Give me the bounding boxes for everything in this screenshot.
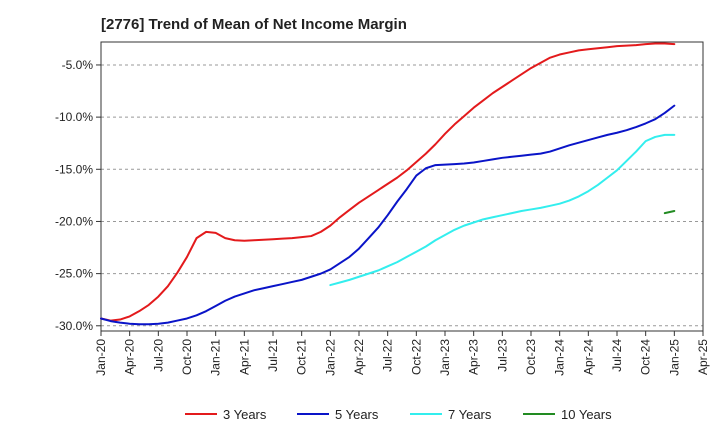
- x-tick-label: Jul-23: [495, 339, 509, 372]
- x-tick-label: Jul-24: [610, 339, 624, 372]
- y-tick-label: -5.0%: [62, 58, 94, 72]
- legend-label: 7 Years: [448, 407, 492, 422]
- x-tick-label: Jan-21: [209, 339, 223, 376]
- x-tick-label: Jul-20: [151, 339, 165, 372]
- legend-label: 5 Years: [335, 407, 379, 422]
- legend-item-10-years: 10 Years: [523, 407, 612, 422]
- x-tick-label: Apr-25: [696, 339, 710, 375]
- legend-label: 3 Years: [223, 407, 267, 422]
- x-tick-label: Apr-23: [467, 339, 481, 375]
- x-tick-label: Apr-24: [581, 339, 595, 375]
- y-tick-label: -15.0%: [55, 162, 93, 176]
- x-tick-label: Apr-20: [123, 339, 137, 375]
- x-tick-label: Jan-25: [667, 339, 681, 376]
- legend-item-7-years: 7 Years: [410, 407, 492, 422]
- x-tick-label: Oct-24: [639, 339, 653, 375]
- x-tick-label: Jan-20: [94, 339, 108, 376]
- legend-item-3-years: 3 Years: [185, 407, 267, 422]
- legend-label: 10 Years: [561, 407, 612, 422]
- y-tick-label: -30.0%: [55, 319, 93, 333]
- chart-title: [2776] Trend of Mean of Net Income Margi…: [101, 16, 407, 33]
- series-line-5-years: [100, 104, 676, 326]
- x-axis: Jan-20 Apr-20 Jul-20 Oct-20 Jan-21 Apr-21 Jul-…: [94, 331, 710, 376]
- x-tick-label: Jan-22: [323, 339, 337, 376]
- x-tick-label: Oct-23: [524, 339, 538, 375]
- y-axis: -5.0% -10.0% -15.0% -20.0% -25.0% -30.0%: [55, 58, 101, 333]
- x-tick-label: Oct-20: [180, 339, 194, 375]
- grid-lines: [101, 64, 703, 327]
- series-line-10-years: [663, 210, 676, 215]
- x-tick-label: Apr-22: [352, 339, 366, 375]
- x-tick-label: Apr-21: [237, 339, 251, 375]
- y-tick-label: -25.0%: [55, 267, 93, 281]
- x-tick-label: Oct-22: [409, 339, 423, 375]
- series-line-3-years: [100, 42, 676, 322]
- y-tick-label: -10.0%: [55, 110, 93, 124]
- legend-item-5-years: 5 Years: [297, 407, 379, 422]
- series-lines: [100, 42, 676, 326]
- legend: 3 Years 5 Years 7 Years 10 Years: [185, 407, 612, 422]
- x-tick-label: Jul-21: [266, 339, 280, 372]
- plot-area-frame: [100, 41, 704, 332]
- x-tick-label: Jan-24: [553, 339, 567, 376]
- x-tick-label: Jul-22: [381, 339, 395, 372]
- x-tick-label: Oct-21: [295, 339, 309, 375]
- series-line-7-years: [329, 133, 676, 287]
- y-tick-label: -20.0%: [55, 214, 93, 228]
- x-tick-label: Jan-23: [438, 339, 452, 376]
